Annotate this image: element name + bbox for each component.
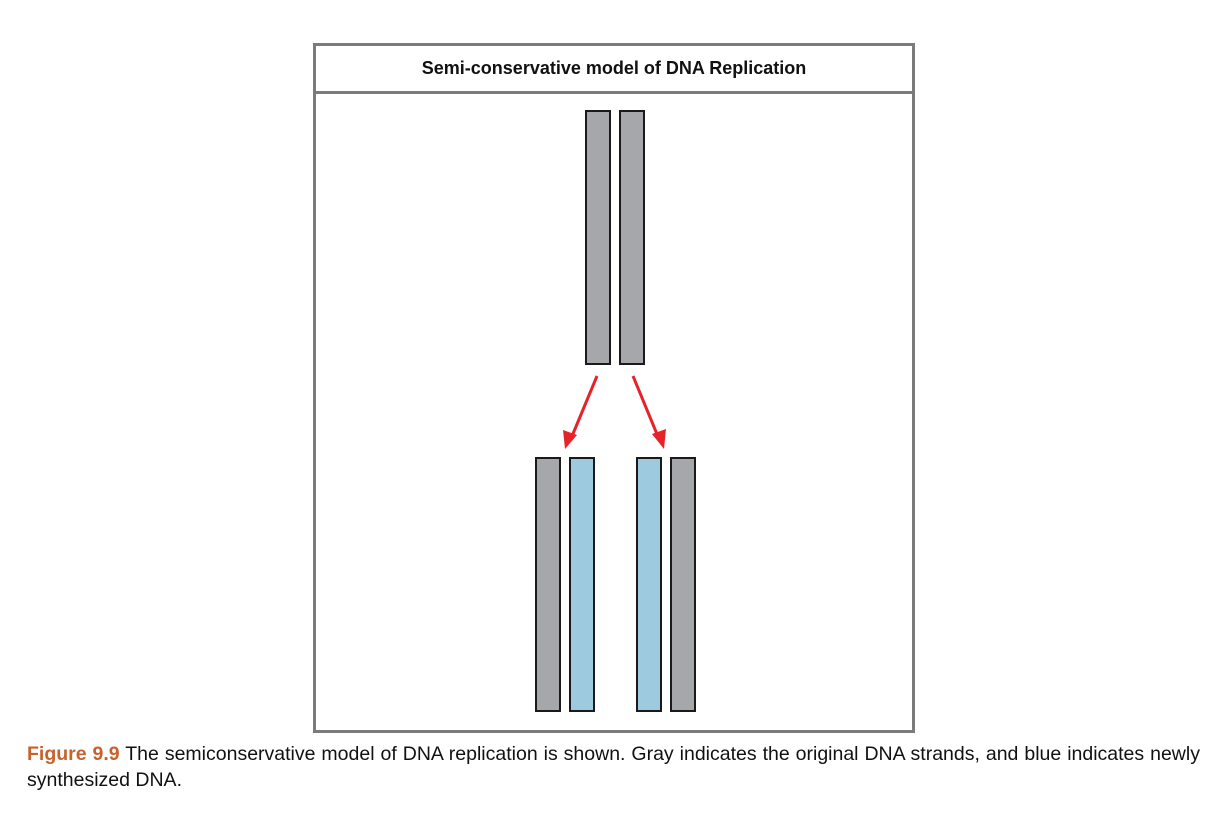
daughter-left-original-strand: [535, 457, 561, 712]
arrow-right: [631, 375, 661, 440]
daughter-left-new-strand: [569, 457, 595, 712]
figure-header: Semi-conservative model of DNA Replicati…: [316, 46, 912, 94]
parent-strand-left: [585, 110, 611, 365]
arrowhead-right: [652, 429, 666, 449]
arrowhead-left: [563, 430, 577, 449]
daughter-dna-right: [636, 457, 696, 712]
parent-strand-right: [619, 110, 645, 365]
figure-title: Semi-conservative model of DNA Replicati…: [421, 58, 807, 78]
caption-text: The semiconservative model of DNA replic…: [27, 743, 1200, 791]
arrow-left: [568, 375, 599, 442]
figure-box: Semi-conservative model of DNA Replicati…: [313, 43, 915, 733]
parent-dna: [585, 110, 645, 365]
daughter-right-original-strand: [670, 457, 696, 712]
replication-arrows: [563, 375, 666, 449]
daughter-right-new-strand: [636, 457, 662, 712]
replication-diagram: [535, 110, 696, 712]
daughter-dna-left: [535, 457, 595, 712]
figure-caption: Figure 9.9 The semiconservative model of…: [27, 741, 1200, 793]
caption-label: Figure 9.9: [27, 743, 120, 765]
